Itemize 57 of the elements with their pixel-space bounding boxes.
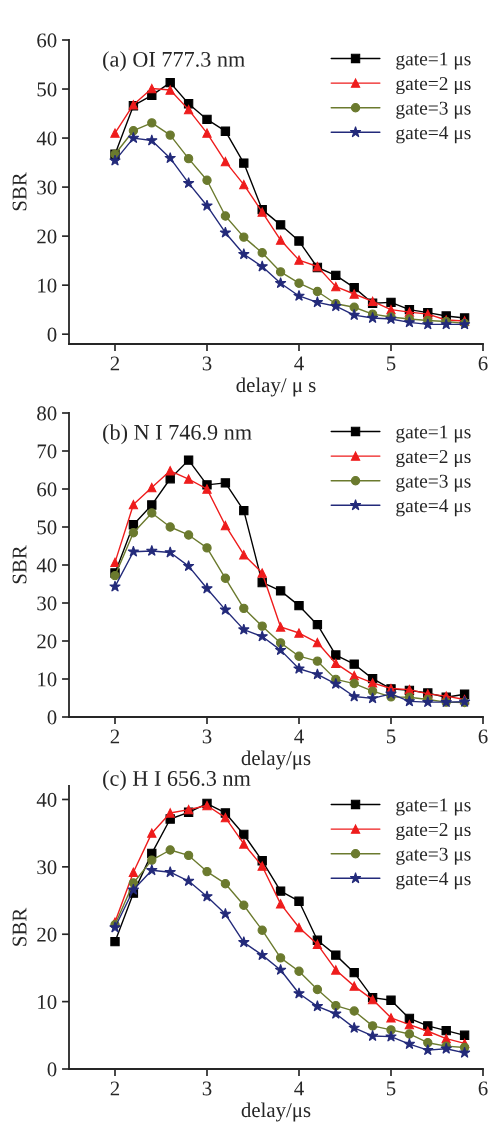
x-tick-label: 5 bbox=[387, 729, 396, 744]
legend-label: gate=3 μs bbox=[396, 847, 471, 865]
x-tick-label: 5 bbox=[387, 1081, 396, 1096]
x-axis-title: delay/μs bbox=[241, 750, 311, 770]
chart-title: (a) OI 777.3 nm bbox=[103, 51, 245, 72]
y-tick-label: 30 bbox=[37, 860, 57, 875]
legend-label: gate=2 μs bbox=[396, 77, 471, 95]
y-axis-title: SBR bbox=[12, 545, 27, 584]
y-tick-label: 30 bbox=[37, 596, 57, 611]
y-tick-label: 50 bbox=[37, 82, 57, 97]
y-axis-title: SBR bbox=[12, 907, 27, 946]
x-tick-label: 2 bbox=[110, 729, 120, 744]
y-tick-label: 0 bbox=[47, 327, 57, 342]
x-tick-label: 2 bbox=[110, 356, 120, 371]
legend-label: gate=4 μs bbox=[396, 126, 471, 144]
x-axis-title: delay/ μ s bbox=[236, 377, 316, 397]
legend-label: gate=3 μs bbox=[396, 474, 471, 492]
y-tick-label: 20 bbox=[37, 634, 57, 649]
legend-label: gate=1 μs bbox=[396, 425, 471, 443]
x-tick-label: 6 bbox=[478, 356, 488, 371]
y-tick-label: 0 bbox=[47, 1062, 57, 1077]
y-tick-label: 40 bbox=[36, 792, 57, 807]
legend-label: gate=1 μs bbox=[396, 798, 471, 816]
y-tick-label: 20 bbox=[37, 229, 57, 244]
y-tick-label: 40 bbox=[36, 558, 57, 573]
y-tick-label: 80 bbox=[37, 406, 57, 421]
y-axis-title: SBR bbox=[12, 172, 27, 211]
x-tick-label: 3 bbox=[202, 356, 212, 371]
x-tick-label: 5 bbox=[387, 356, 396, 371]
x-tick-label: 4 bbox=[294, 729, 304, 744]
x-tick-label: 4 bbox=[294, 1081, 304, 1096]
x-tick-label: 2 bbox=[110, 1081, 120, 1096]
y-tick-label: 0 bbox=[47, 710, 57, 725]
chart-title: (c) H I 656.3 nm bbox=[103, 770, 251, 791]
y-tick-label: 10 bbox=[38, 994, 57, 1010]
y-tick-label: 70 bbox=[37, 444, 57, 459]
y-tick-label: 60 bbox=[37, 482, 57, 497]
legend-label: gate=4 μs bbox=[396, 499, 471, 517]
y-tick-label: 40 bbox=[36, 131, 57, 146]
x-tick-label: 3 bbox=[202, 1081, 212, 1096]
legend-label: gate=1 μs bbox=[396, 52, 471, 70]
x-tick-label: 6 bbox=[478, 1081, 488, 1096]
legend-label: gate=4 μs bbox=[396, 872, 471, 890]
legend-label: gate=2 μs bbox=[396, 450, 471, 468]
legend-label: gate=2 μs bbox=[396, 823, 471, 841]
x-axis-title: delay/μs bbox=[241, 1102, 311, 1122]
x-tick-label: 3 bbox=[202, 729, 212, 744]
y-tick-label: 50 bbox=[37, 520, 57, 535]
x-tick-label: 4 bbox=[294, 356, 304, 371]
y-tick-label: 30 bbox=[37, 180, 57, 195]
y-tick-label: 60 bbox=[37, 33, 57, 48]
y-tick-label: 20 bbox=[37, 927, 57, 942]
x-tick-label: 6 bbox=[478, 729, 488, 744]
y-tick-label: 10 bbox=[38, 672, 57, 687]
legend-label: gate=3 μs bbox=[396, 101, 471, 119]
chart-title: (b) N I 746.9 nm bbox=[103, 424, 252, 445]
y-tick-label: 10 bbox=[38, 278, 57, 293]
